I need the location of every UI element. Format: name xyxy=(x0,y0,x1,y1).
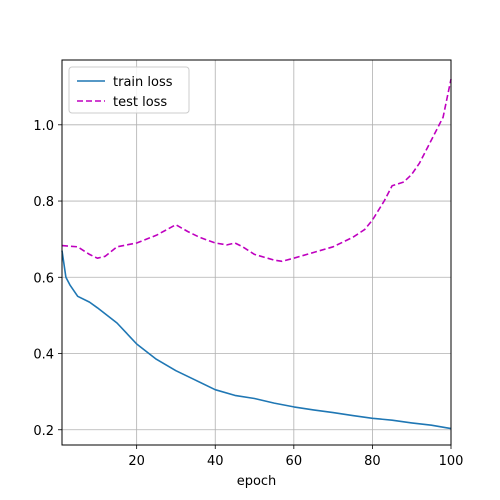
x-tick-label: 100 xyxy=(439,454,464,469)
y-tick-label: 0.4 xyxy=(33,348,54,363)
legend-entry-label: train loss xyxy=(113,75,173,90)
x-axis-label: epoch xyxy=(237,474,277,489)
plot-frame xyxy=(61,59,452,446)
test-loss-line xyxy=(61,78,452,263)
series-lines xyxy=(61,78,452,430)
train-loss-line xyxy=(61,250,452,430)
y-tick-label: 1.0 xyxy=(33,119,54,134)
grid xyxy=(62,60,452,445)
y-tick-label: 0.2 xyxy=(33,424,54,439)
y-tick-label: 0.6 xyxy=(33,271,54,286)
legend-entry-label: test loss xyxy=(113,95,167,110)
legend: train loss test loss xyxy=(68,66,190,114)
ticks: 20 40 60 80 100 0.2 0.4 0.6 0.8 1.0 xyxy=(33,119,463,469)
x-tick-label: 80 xyxy=(364,454,381,469)
y-tick-label: 0.8 xyxy=(33,195,54,210)
x-tick-label: 20 xyxy=(128,454,145,469)
x-tick-label: 40 xyxy=(207,454,224,469)
x-tick-label: 60 xyxy=(286,454,303,469)
